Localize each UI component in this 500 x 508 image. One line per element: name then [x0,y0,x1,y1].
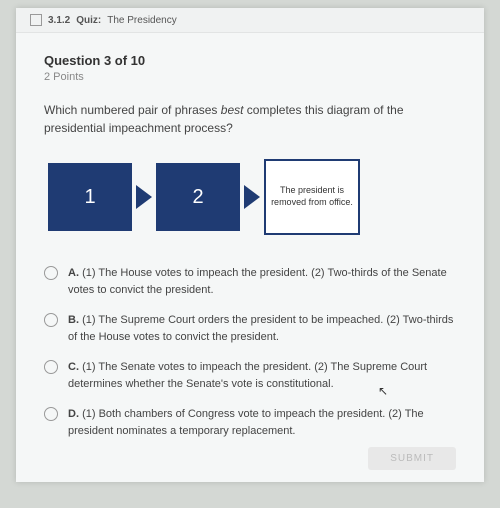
answer-option[interactable]: A. (1) The House votes to impeach the pr… [44,265,456,298]
answer-letter: A. [68,267,79,279]
prompt-emphasis: best [221,103,244,117]
answer-text: A. (1) The House votes to impeach the pr… [68,265,456,298]
question-prompt: Which numbered pair of phrases best comp… [44,101,456,137]
answer-letter: B. [68,314,79,326]
breadcrumb: 3.1.2 Quiz: The Presidency [16,8,484,33]
answer-body: (1) The Supreme Court orders the preside… [68,314,453,343]
question-content: Question 3 of 10 2 Points Which numbered… [16,33,484,473]
arrow-icon [136,185,152,209]
quiz-screen: 3.1.2 Quiz: The Presidency Question 3 of… [16,8,484,482]
answer-body: (1) The House votes to impeach the presi… [68,267,447,296]
question-points: 2 Points [44,71,456,83]
answer-text: D. (1) Both chambers of Congress vote to… [68,406,456,439]
radio-icon[interactable] [44,407,58,421]
question-header: Question 3 of 10 [44,53,456,68]
process-diagram: 1 2 The president is removed from office… [48,159,456,235]
answer-letter: D. [68,408,79,420]
breadcrumb-title: The Presidency [107,15,176,26]
diagram-box-3: The president is removed from office. [264,159,360,235]
breadcrumb-box-icon [30,14,42,26]
answer-letter: C. [68,361,79,373]
answer-option[interactable]: B. (1) The Supreme Court orders the pres… [44,312,456,345]
answer-option[interactable]: C. (1) The Senate votes to impeach the p… [44,359,456,392]
answer-text: B. (1) The Supreme Court orders the pres… [68,312,456,345]
prompt-text-1: Which numbered pair of phrases [44,103,221,117]
answer-text: C. (1) The Senate votes to impeach the p… [68,359,456,392]
breadcrumb-code: 3.1.2 [48,15,70,26]
diagram-box-1: 1 [48,163,132,231]
radio-icon[interactable] [44,360,58,374]
answer-body: (1) Both chambers of Congress vote to im… [68,408,424,437]
breadcrumb-type: Quiz: [76,15,101,26]
diagram-box-2: 2 [156,163,240,231]
answer-option[interactable]: D. (1) Both chambers of Congress vote to… [44,406,456,439]
radio-icon[interactable] [44,266,58,280]
answer-body: (1) The Senate votes to impeach the pres… [68,361,427,390]
submit-button[interactable]: SUBMIT [368,447,456,470]
radio-icon[interactable] [44,313,58,327]
arrow-icon [244,185,260,209]
answer-list: A. (1) The House votes to impeach the pr… [44,265,456,439]
